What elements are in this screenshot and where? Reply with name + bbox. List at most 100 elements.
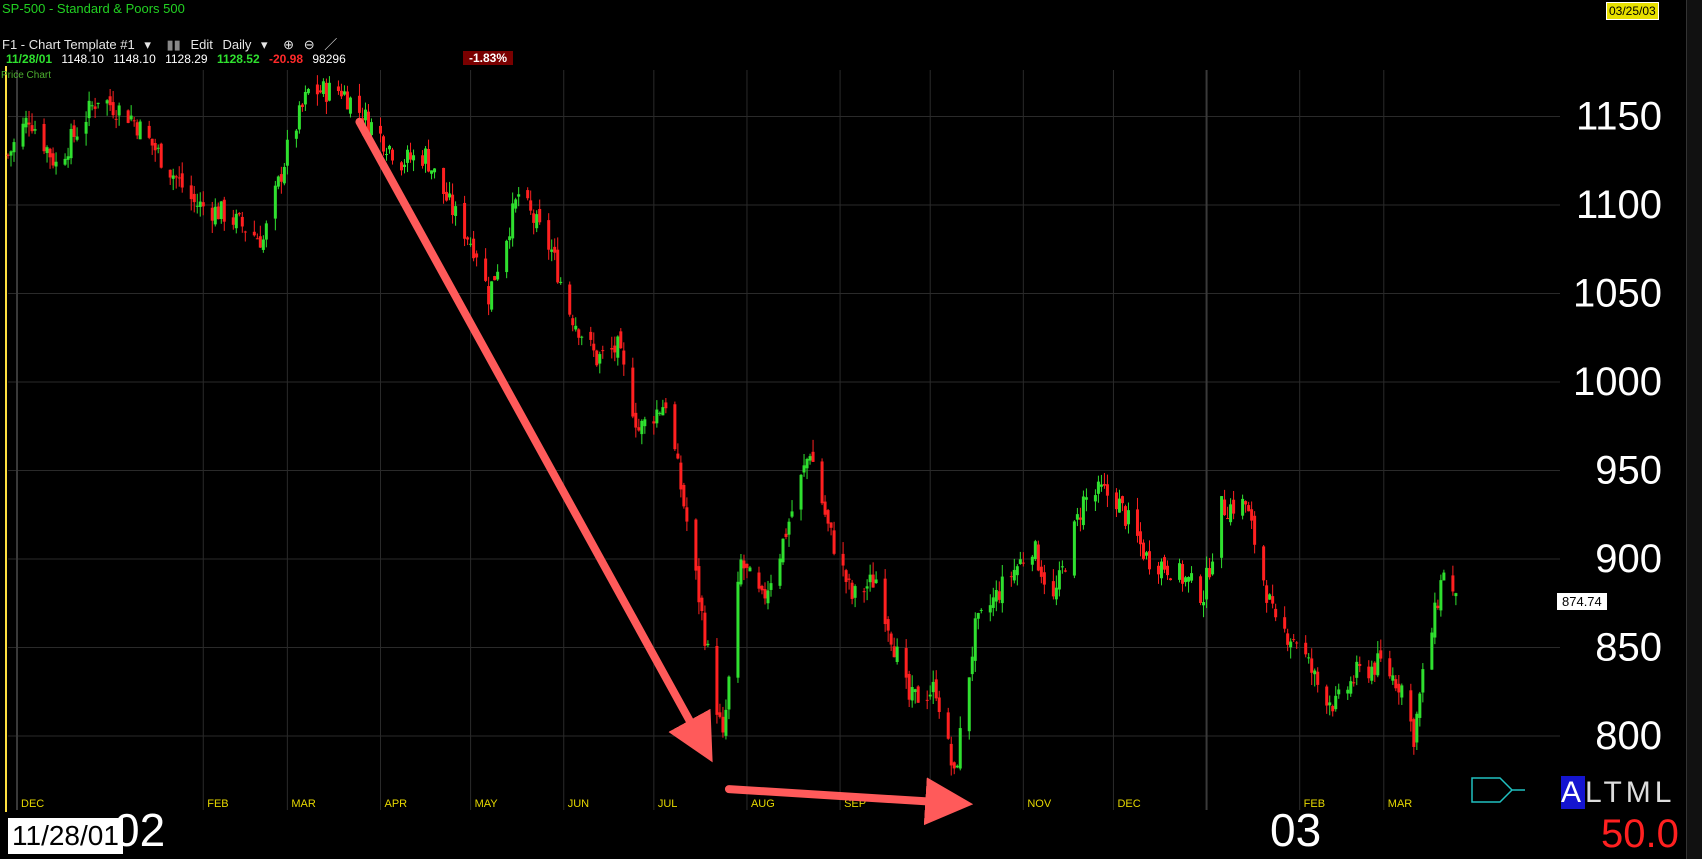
toolbar: F1 - Chart Template #1 ▾ ▮▮ Edit Daily ▾… — [2, 34, 343, 53]
last-price-label: 874.74 — [1557, 593, 1607, 610]
x-tick-label: JUN — [568, 798, 589, 810]
candle-body — [159, 143, 163, 168]
candle-body — [189, 185, 193, 200]
candle-body — [715, 645, 719, 715]
candle-body — [1123, 506, 1127, 526]
candle-body — [72, 125, 76, 137]
candle-body — [904, 648, 908, 678]
candle-body — [853, 586, 857, 598]
candle-body — [1072, 521, 1076, 576]
candle-body — [135, 122, 139, 136]
candle-body — [1451, 575, 1455, 592]
candle-body — [1412, 719, 1416, 747]
candle-body — [231, 217, 235, 225]
candle-body — [1144, 552, 1148, 556]
draw-line-icon[interactable]: ／ — [324, 37, 338, 52]
altml-a[interactable]: A — [1561, 776, 1586, 809]
candle-body — [571, 318, 575, 326]
candle-body — [384, 154, 388, 156]
candle-body — [1355, 661, 1359, 678]
candle-body — [1349, 681, 1353, 694]
candle-body — [781, 538, 785, 563]
candle-body — [1147, 551, 1151, 570]
candle-body — [871, 574, 875, 588]
x-tick-label: APR — [384, 798, 407, 810]
candle-body — [1096, 481, 1100, 494]
candle-body — [547, 220, 551, 250]
candle-body — [553, 246, 557, 253]
candle-body — [1244, 501, 1248, 505]
candle-body — [210, 207, 214, 221]
edit-button[interactable]: Edit — [190, 37, 213, 52]
x-tick-label: AUG — [751, 798, 775, 810]
candle-body — [652, 421, 656, 424]
candle-body — [1328, 702, 1332, 706]
candle-body — [727, 676, 731, 710]
candle-body — [1346, 689, 1350, 694]
candle-body — [1099, 484, 1103, 487]
candle-body — [300, 104, 304, 108]
altml-toggle[interactable]: ALTML — [1561, 776, 1675, 810]
y-tick-label: 850 — [1595, 626, 1662, 670]
candle-body — [568, 284, 572, 315]
pct-change-badge: -1.83% — [463, 51, 514, 65]
candle-body — [466, 237, 470, 240]
candle-body — [75, 136, 79, 140]
candle-body — [117, 105, 121, 116]
zoom-in-icon[interactable]: ⊕ — [283, 37, 295, 52]
candle-body — [451, 194, 455, 216]
candle-body — [463, 202, 467, 239]
candle-body — [198, 201, 202, 207]
candle-body — [30, 125, 34, 132]
candle-body — [976, 613, 980, 619]
candle-body — [421, 155, 425, 166]
candle-body — [832, 530, 836, 554]
candle-body — [156, 147, 160, 149]
candle-body — [406, 149, 410, 163]
candle-body — [622, 350, 626, 365]
candle-body — [240, 216, 244, 227]
candle-body — [970, 656, 974, 675]
y-tick-label: 1000 — [1573, 360, 1662, 404]
candle-body — [1310, 658, 1314, 673]
candle-body — [967, 677, 971, 732]
candle-body — [907, 673, 911, 700]
candle-body — [24, 117, 28, 128]
candle-body — [490, 281, 494, 310]
candle-body — [1000, 576, 1004, 604]
candle-body — [514, 199, 518, 209]
candle-body — [1199, 576, 1203, 603]
zoom-out-icon[interactable]: ⊖ — [303, 37, 315, 52]
candle-body — [409, 152, 413, 160]
candle-body — [1313, 670, 1317, 675]
candle-body — [252, 231, 256, 236]
bar-chart-icon[interactable]: ▮▮ — [166, 37, 181, 52]
candle-body — [979, 609, 983, 611]
candle-body — [400, 162, 404, 171]
candle-body — [1415, 713, 1419, 743]
candle-body — [934, 679, 938, 699]
candle-body — [1262, 546, 1266, 581]
candle-body — [336, 86, 340, 92]
candle-body — [339, 90, 343, 97]
candle-body — [517, 194, 521, 197]
period-dropdown[interactable]: Daily ▾ — [222, 37, 273, 52]
candle-body — [192, 193, 196, 203]
candle-body — [1229, 504, 1233, 523]
candle-body — [174, 176, 178, 178]
altml-rest[interactable]: LTML — [1585, 776, 1676, 809]
candle-body — [1033, 541, 1037, 560]
candle-body — [258, 236, 262, 248]
template-dropdown[interactable]: F1 - Chart Template #1 ▾ — [2, 37, 157, 52]
candle-body — [1241, 498, 1245, 516]
side-panel-scrollbar[interactable] — [1686, 0, 1702, 859]
ohlc-low: 1128.29 — [165, 52, 208, 66]
candle-body — [63, 158, 67, 165]
ohlc-date: 11/28/01 — [6, 52, 53, 66]
candle-body — [577, 329, 581, 338]
candle-body — [760, 585, 764, 591]
candle-body — [1178, 563, 1182, 580]
candle-body — [574, 325, 578, 330]
candle-body — [1274, 608, 1278, 618]
